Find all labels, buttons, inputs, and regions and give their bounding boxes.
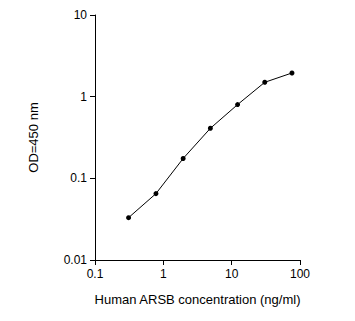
svg-text:10: 10: [225, 267, 239, 281]
svg-text:0.01: 0.01: [64, 253, 88, 267]
svg-text:10: 10: [74, 8, 88, 22]
svg-text:0.1: 0.1: [87, 267, 104, 281]
svg-text:100: 100: [290, 267, 310, 281]
svg-text:0.1: 0.1: [70, 171, 87, 185]
svg-text:1: 1: [80, 90, 87, 104]
svg-text:1: 1: [160, 267, 167, 281]
svg-text:Human ARSB concentration (ng/m: Human ARSB concentration (ng/ml): [95, 292, 301, 307]
svg-text:OD=450 nm: OD=450 nm: [26, 102, 41, 172]
